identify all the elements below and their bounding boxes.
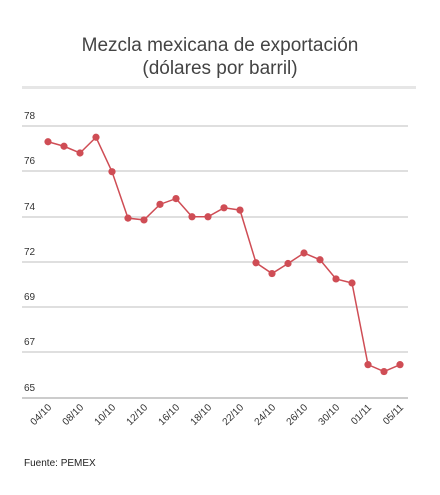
gridlines <box>22 125 408 399</box>
series-line-layer <box>47 135 401 373</box>
data-point <box>156 200 164 208</box>
title-divider <box>22 86 416 89</box>
data-point <box>236 206 244 214</box>
x-tick-label: 05/11 <box>381 402 406 427</box>
x-tick-label: 12/10 <box>125 402 151 428</box>
data-point <box>284 259 292 268</box>
x-tick-label: 16/10 <box>157 402 183 428</box>
data-point <box>348 279 356 287</box>
data-point <box>108 168 116 176</box>
data-point <box>124 214 132 222</box>
x-tick-label: 18/10 <box>189 402 215 428</box>
data-point <box>300 249 308 257</box>
data-points <box>44 133 404 376</box>
chart-title: Mezcla mexicana de exportación (dólares … <box>0 34 440 80</box>
source-note: Fuente: PEMEX <box>24 458 96 469</box>
x-tick-label: 30/10 <box>317 402 343 428</box>
x-tick-label: 22/10 <box>221 402 247 428</box>
x-tick-label: 26/10 <box>285 402 311 428</box>
x-tick-label: 04/10 <box>29 402 55 428</box>
x-tick-label: 10/10 <box>93 402 119 428</box>
y-tick-label: 69 <box>24 292 36 303</box>
data-point <box>316 256 324 264</box>
x-tick-label: 01/11 <box>349 402 374 427</box>
y-tick-label: 76 <box>24 156 36 167</box>
data-point <box>364 361 372 369</box>
data-point <box>140 216 148 224</box>
data-point <box>268 269 276 278</box>
data-point <box>252 259 260 267</box>
data-point <box>60 142 68 150</box>
chart-title-line-1: Mezcla mexicana de exportación <box>81 35 359 56</box>
data-point <box>220 204 228 212</box>
chart-title-line-2: (dólares por barril) <box>142 58 298 79</box>
data-point <box>332 275 340 283</box>
y-tick-label: 72 <box>24 247 36 258</box>
y-tick-label: 65 <box>24 383 36 394</box>
data-point <box>44 138 52 146</box>
data-point <box>76 149 84 157</box>
x-tick-label: 08/10 <box>61 402 87 428</box>
y-tick-label: 78 <box>24 111 36 122</box>
series-line <box>47 135 401 373</box>
data-point <box>92 133 100 141</box>
data-point <box>172 195 180 203</box>
x-axis-tick-labels: 04/10 08/10 10/10 12/10 16/10 18/10 22/10 24/10… <box>29 402 407 428</box>
y-tick-label: 74 <box>24 202 36 213</box>
data-point <box>380 367 388 376</box>
data-point <box>204 213 212 221</box>
data-point <box>396 361 404 369</box>
data-point <box>188 213 196 221</box>
x-tick-label: 24/10 <box>253 402 279 428</box>
y-axis-tick-labels: 78 76 74 72 69 67 65 <box>24 111 36 394</box>
y-tick-label: 67 <box>24 337 36 348</box>
